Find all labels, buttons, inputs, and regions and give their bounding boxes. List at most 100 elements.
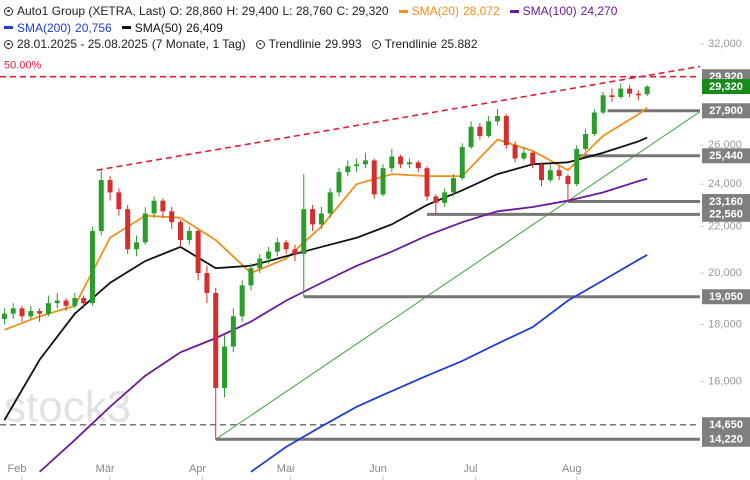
candle-body (459, 147, 465, 179)
instrument-title: Auto1 Group (XETRA, Last) (17, 4, 166, 18)
candle-body (213, 292, 219, 388)
candle-body (354, 164, 360, 167)
candle-body (222, 346, 228, 388)
level-note: 50.00% (4, 60, 42, 72)
candle-body (151, 200, 157, 214)
candle-body (574, 148, 580, 185)
legend-swatch (4, 26, 13, 30)
header-row: SMA(200) 20,756 SMA(50) 26,409 (4, 20, 617, 37)
candle-body (301, 209, 307, 254)
level-label: 27,900 (709, 105, 743, 117)
candle-body (424, 168, 430, 197)
candle-body (450, 178, 456, 193)
candle-body (486, 121, 492, 136)
legend-value: 20,756 (75, 20, 112, 35)
candle-body (627, 88, 633, 94)
visibility-icon[interactable] (371, 39, 381, 49)
candle-body (591, 112, 597, 135)
candle-body (266, 251, 272, 259)
trendline-value: 25.882 (440, 37, 478, 51)
legend-name: SMA(200) (17, 20, 72, 35)
candle-body (477, 126, 483, 136)
y-tick-label: 22,000 (708, 220, 742, 232)
candle-body (204, 273, 210, 293)
legend-swatch (509, 9, 519, 13)
level-box (702, 194, 750, 210)
ohlc-value: H: 29,400 (226, 4, 279, 18)
candle-body (389, 156, 395, 169)
visibility-icon[interactable] (4, 39, 13, 49)
legend-name: SMA(50) (134, 20, 183, 35)
period: (7 Monate, 1 Tag) (151, 37, 246, 51)
candle-body (530, 152, 536, 165)
candle-body (19, 308, 25, 317)
candle-body (512, 145, 518, 159)
candle-body (45, 303, 51, 314)
level-box (702, 289, 750, 305)
level-label: 19,050 (709, 291, 743, 303)
level-box (702, 103, 750, 119)
candle-body (81, 298, 87, 304)
candle-body (178, 222, 184, 241)
candle-body (125, 209, 131, 250)
candle-body (336, 172, 342, 193)
visibility-icon[interactable] (255, 39, 265, 49)
last-price-label: 29,320 (709, 81, 743, 93)
y-tick-label: 16,000 (708, 376, 742, 388)
candle-body (292, 249, 298, 254)
y-tick-label: 18,000 (708, 318, 742, 330)
candle-body (442, 192, 448, 203)
ohlc-value: O: 28,860 (169, 4, 223, 18)
x-tick-label: Jun (369, 463, 387, 475)
candle-body (503, 116, 509, 146)
level-label: 25,440 (709, 150, 743, 162)
sma-line (250, 254, 648, 473)
level-label: 22,560 (709, 209, 743, 221)
ohlc-value: L: 28,760 (282, 4, 333, 18)
last-price-box (702, 79, 750, 95)
candle-body (257, 258, 263, 269)
candle-body (230, 316, 236, 347)
candle-body (494, 116, 500, 122)
candle-body (195, 231, 201, 274)
candle-body (433, 196, 439, 203)
legend-value: 28,072 (462, 4, 500, 18)
legend-swatch (121, 26, 131, 30)
candle-body (583, 134, 589, 149)
candle-body (98, 180, 104, 232)
candle-body (521, 152, 527, 159)
y-tick-label: 32,000 (708, 38, 742, 50)
x-tick-label: Apr (189, 463, 206, 475)
y-tick-label: 24,000 (708, 178, 742, 190)
sma-line (3, 136, 648, 421)
candle-body (54, 300, 60, 304)
candle-body (415, 162, 421, 169)
candle-body (63, 300, 69, 306)
candle-body (89, 231, 95, 304)
level-box (702, 148, 750, 164)
candle-body (248, 268, 254, 286)
header-row: Auto1 Group (XETRA, Last) O: 28,860 H: 29,… (4, 3, 617, 20)
header: Auto1 Group (XETRA, Last) O: 28,860 H: 29,… (4, 3, 617, 53)
candle-body (318, 213, 324, 225)
candle-body (565, 176, 571, 185)
legend-value: 24,270 (580, 4, 618, 18)
level-label: 14,650 (709, 419, 743, 431)
x-tick-label: Feb (8, 463, 27, 475)
candle-body (116, 192, 122, 210)
candle-body (468, 126, 474, 148)
candle-body (327, 192, 333, 214)
trendline-name: Trendlinie (384, 37, 437, 51)
candle-body (556, 170, 562, 177)
trendline-value: 29.993 (324, 37, 362, 51)
candle-body (169, 211, 175, 223)
level-label: 23,160 (709, 196, 743, 208)
candle-body (1, 313, 7, 319)
sma-line (4, 107, 648, 331)
date-range: 28.01.2025 - 25.08.2025 (17, 37, 148, 51)
ohlc-value: C: 29,320 (336, 4, 389, 18)
visibility-icon[interactable] (4, 6, 13, 16)
candle-body (160, 200, 166, 212)
candle-body (618, 88, 624, 98)
